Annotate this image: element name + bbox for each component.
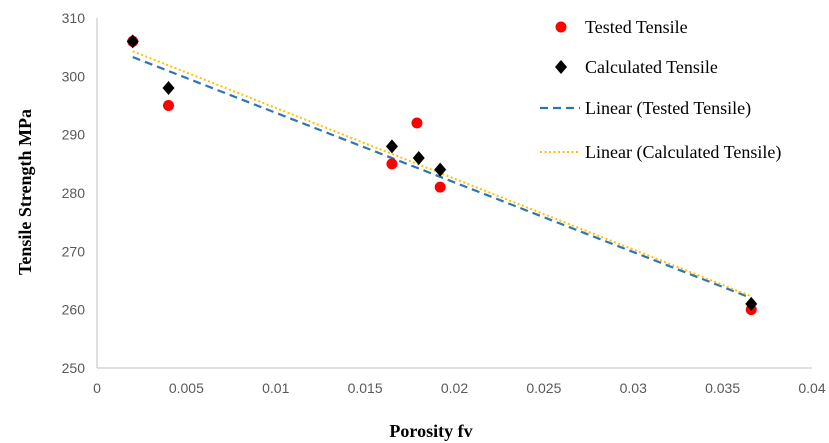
trendline-linear-tested	[132, 56, 752, 300]
x-tick-labels: 0 0.005 0.01 0.015 0.02 0.025 0.03 0.035 0.04	[93, 380, 826, 396]
legend: Tested Tensile Calculated Tensile Linear…	[540, 17, 781, 163]
data-points	[126, 34, 758, 316]
y-tick-label: 300	[62, 68, 86, 84]
calculated-tensile-point	[126, 34, 139, 49]
calculated-tensile-point	[162, 81, 175, 95]
legend-marker-calculated	[555, 60, 567, 74]
trendline-linear-calculated	[132, 50, 752, 298]
x-tick-label: 0.025	[526, 380, 561, 396]
x-tick-label: 0.04	[798, 380, 825, 396]
y-tick-labels: 250 260 270 280 290 300 310	[62, 10, 86, 376]
y-tick-label: 260	[62, 302, 86, 318]
y-tick-label: 290	[62, 127, 86, 143]
trendlines	[132, 50, 752, 300]
tested-tensile-point	[434, 181, 446, 193]
axes	[96, 18, 812, 369]
calculated-tensile-point	[412, 151, 425, 165]
x-tick-label: 0.01	[262, 380, 289, 396]
legend-marker-tested	[555, 21, 567, 33]
y-tick-label: 310	[62, 10, 86, 26]
tested-tensile-point	[411, 117, 423, 129]
y-tick-label: 270	[62, 243, 86, 259]
x-tick-label: 0	[93, 380, 101, 396]
x-tick-label: 0.02	[441, 380, 468, 396]
x-tick-label: 0.03	[620, 380, 647, 396]
tested-tensile-point	[386, 158, 398, 170]
calculated-tensile-point	[385, 139, 398, 154]
calculated-tensile-point	[434, 162, 447, 177]
tested-tensile-point	[163, 100, 174, 111]
y-tick-label: 250	[62, 360, 86, 376]
x-tick-label: 0.035	[705, 380, 740, 396]
y-axis-title: Tensile Strength MPa	[15, 109, 35, 275]
x-tick-label: 0.005	[169, 380, 204, 396]
calculated-tensile-point	[745, 296, 758, 311]
legend-label-linear-tested: Linear (Tested Tensile)	[585, 98, 751, 119]
x-axis-title: Porosity fv	[389, 421, 472, 441]
legend-label-tested: Tested Tensile	[585, 17, 688, 37]
x-tick-label: 0.015	[348, 380, 383, 396]
legend-label-calculated: Calculated Tensile	[585, 57, 718, 77]
y-tick-label: 280	[62, 185, 86, 201]
legend-label-linear-calculated: Linear (Calculated Tensile)	[585, 142, 781, 163]
